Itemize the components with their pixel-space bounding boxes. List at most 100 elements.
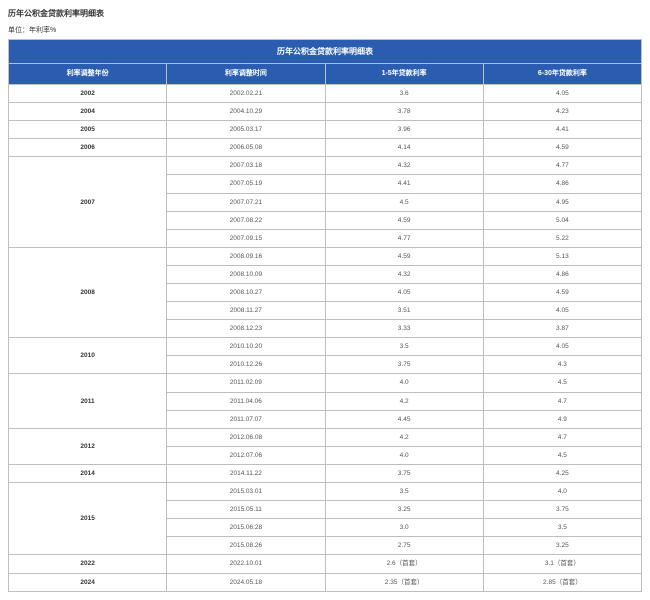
table-row: 20022002.02.213.64.05 xyxy=(9,84,642,102)
year-cell: 2006 xyxy=(9,139,167,157)
rate-6-30-cell: 4.7 xyxy=(483,392,641,410)
unit-label: 单位：年利率% xyxy=(8,25,642,35)
col-year: 利率调整年份 xyxy=(9,64,167,85)
rate-1-5-cell: 3.75 xyxy=(325,464,483,482)
table-row: 20072007.03.184.324.77 xyxy=(9,157,642,175)
year-cell: 2015 xyxy=(9,483,167,555)
date-cell: 2005.03.17 xyxy=(167,121,325,139)
date-cell: 2002.02.21 xyxy=(167,84,325,102)
rate-1-5-cell: 4.32 xyxy=(325,265,483,283)
rate-6-30-cell: 4.23 xyxy=(483,103,641,121)
col-rate-1-5: 1-5年贷款利率 xyxy=(325,64,483,85)
table-row: 20142014.11.223.754.25 xyxy=(9,464,642,482)
year-cell: 2014 xyxy=(9,464,167,482)
rate-6-30-cell: 3.1（首套） xyxy=(483,555,641,573)
rate-6-30-cell: 4.59 xyxy=(483,139,641,157)
rate-6-30-cell: 5.04 xyxy=(483,211,641,229)
rate-1-5-cell: 3.75 xyxy=(325,356,483,374)
date-cell: 2008.11.27 xyxy=(167,302,325,320)
rate-1-5-cell: 3.33 xyxy=(325,320,483,338)
table-title: 历年公积金贷款利率明细表 xyxy=(9,40,642,64)
date-cell: 2014.11.22 xyxy=(167,464,325,482)
date-cell: 2012.07.06 xyxy=(167,446,325,464)
rate-1-5-cell: 3.5 xyxy=(325,338,483,356)
rate-6-30-cell: 4.05 xyxy=(483,84,641,102)
rate-1-5-cell: 4.2 xyxy=(325,392,483,410)
rate-1-5-cell: 3.96 xyxy=(325,121,483,139)
rate-6-30-cell: 3.25 xyxy=(483,537,641,555)
date-cell: 2015.06.28 xyxy=(167,519,325,537)
rate-1-5-cell: 2.35（首套） xyxy=(325,573,483,591)
date-cell: 2008.12.23 xyxy=(167,320,325,338)
rate-6-30-cell: 4.59 xyxy=(483,284,641,302)
year-cell: 2007 xyxy=(9,157,167,247)
rate-1-5-cell: 4.0 xyxy=(325,374,483,392)
rate-6-30-cell: 4.0 xyxy=(483,483,641,501)
rate-6-30-cell: 2.85（首套） xyxy=(483,573,641,591)
rate-1-5-cell: 3.6 xyxy=(325,84,483,102)
date-cell: 2007.07.21 xyxy=(167,193,325,211)
rate-6-30-cell: 5.13 xyxy=(483,247,641,265)
date-cell: 2022.10.01 xyxy=(167,555,325,573)
rate-1-5-cell: 4.2 xyxy=(325,428,483,446)
table-title-row: 历年公积金贷款利率明细表 xyxy=(9,40,642,64)
rate-1-5-cell: 3.5 xyxy=(325,483,483,501)
rate-6-30-cell: 4.5 xyxy=(483,374,641,392)
rate-6-30-cell: 4.05 xyxy=(483,302,641,320)
rate-1-5-cell: 4.41 xyxy=(325,175,483,193)
table-row: 20102010.10.203.54.05 xyxy=(9,338,642,356)
rate-1-5-cell: 3.51 xyxy=(325,302,483,320)
date-cell: 2007.05.19 xyxy=(167,175,325,193)
date-cell: 2012.06.08 xyxy=(167,428,325,446)
rate-1-5-cell: 2.75 xyxy=(325,537,483,555)
rate-1-5-cell: 2.6（首套） xyxy=(325,555,483,573)
year-cell: 2022 xyxy=(9,555,167,573)
date-cell: 2007.03.18 xyxy=(167,157,325,175)
rate-6-30-cell: 4.5 xyxy=(483,446,641,464)
date-cell: 2007.08.22 xyxy=(167,211,325,229)
date-cell: 2024.05.18 xyxy=(167,573,325,591)
date-cell: 2008.10.09 xyxy=(167,265,325,283)
col-date: 利率调整时间 xyxy=(167,64,325,85)
date-cell: 2010.12.26 xyxy=(167,356,325,374)
date-cell: 2011.04.06 xyxy=(167,392,325,410)
year-cell: 2008 xyxy=(9,247,167,337)
table-row: 20042004.10.293.784.23 xyxy=(9,103,642,121)
year-cell: 2011 xyxy=(9,374,167,428)
rate-1-5-cell: 3.0 xyxy=(325,519,483,537)
date-cell: 2015.08.26 xyxy=(167,537,325,555)
table-row: 20222022.10.012.6（首套）3.1（首套） xyxy=(9,555,642,573)
rate-1-5-cell: 4.59 xyxy=(325,247,483,265)
rate-6-30-cell: 4.86 xyxy=(483,175,641,193)
rate-1-5-cell: 4.5 xyxy=(325,193,483,211)
rate-6-30-cell: 4.7 xyxy=(483,428,641,446)
year-cell: 2004 xyxy=(9,103,167,121)
table-row: 20122012.06.084.24.7 xyxy=(9,428,642,446)
rate-1-5-cell: 4.32 xyxy=(325,157,483,175)
table-row: 20052005.03.173.964.41 xyxy=(9,121,642,139)
table-header-row: 利率调整年份 利率调整时间 1-5年贷款利率 6-30年贷款利率 xyxy=(9,64,642,85)
date-cell: 2010.10.20 xyxy=(167,338,325,356)
rate-1-5-cell: 4.59 xyxy=(325,211,483,229)
rate-6-30-cell: 4.9 xyxy=(483,410,641,428)
table-row: 20242024.05.182.35（首套）2.85（首套） xyxy=(9,573,642,591)
rate-6-30-cell: 4.05 xyxy=(483,338,641,356)
rate-6-30-cell: 4.86 xyxy=(483,265,641,283)
rate-6-30-cell: 4.25 xyxy=(483,464,641,482)
rate-1-5-cell: 4.0 xyxy=(325,446,483,464)
date-cell: 2015.05.11 xyxy=(167,501,325,519)
table-row: 20152015.03.013.54.0 xyxy=(9,483,642,501)
rate-1-5-cell: 4.05 xyxy=(325,284,483,302)
rate-1-5-cell: 4.45 xyxy=(325,410,483,428)
table-row: 20062006.05.084.144.59 xyxy=(9,139,642,157)
rate-1-5-cell: 3.25 xyxy=(325,501,483,519)
table-row: 20112011.02.094.04.5 xyxy=(9,374,642,392)
rate-1-5-cell: 3.78 xyxy=(325,103,483,121)
date-cell: 2004.10.29 xyxy=(167,103,325,121)
page-title: 历年公积金贷款利率明细表 xyxy=(8,8,642,19)
rate-6-30-cell: 4.77 xyxy=(483,157,641,175)
rate-6-30-cell: 3.87 xyxy=(483,320,641,338)
year-cell: 2024 xyxy=(9,573,167,591)
col-rate-6-30: 6-30年贷款利率 xyxy=(483,64,641,85)
date-cell: 2011.07.07 xyxy=(167,410,325,428)
